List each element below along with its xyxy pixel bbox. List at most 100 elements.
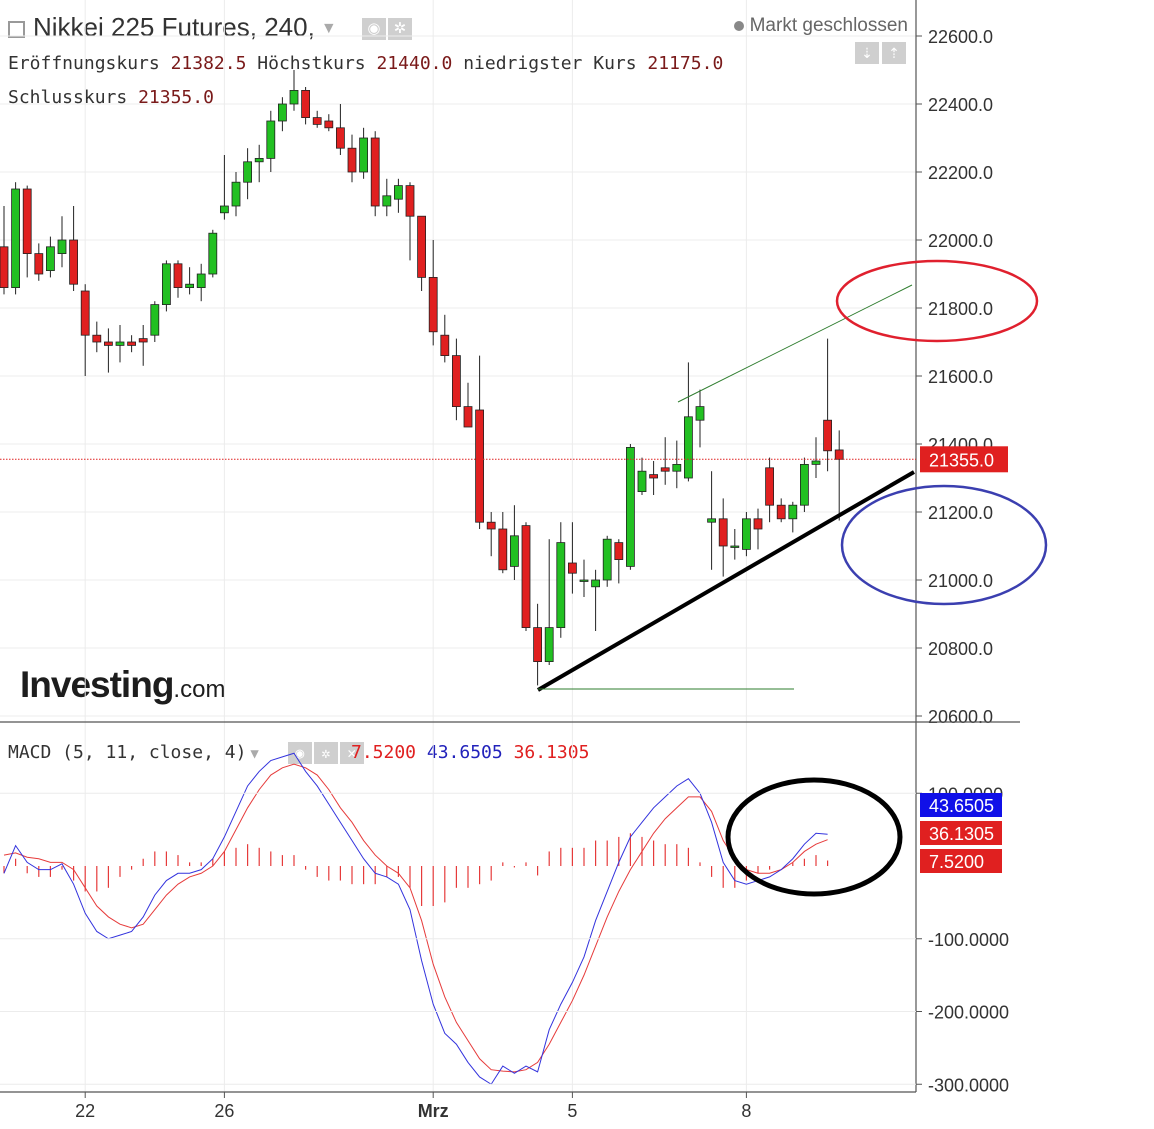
eye-icon[interactable]: ◉ [287,742,312,764]
candle-body [649,474,658,479]
checkbox-icon[interactable] [8,20,25,38]
support-trendline [536,470,916,692]
candle-body [289,90,299,105]
candle-body [0,246,9,289]
candle-body [788,504,798,520]
candle-body [370,137,380,207]
candle-body [69,239,78,285]
low-label: niedrigster Kurs [463,53,637,74]
candle-body [11,188,21,288]
time-axis: 22 26 Mrz 5 8 [75,1092,751,1121]
candle-body [834,449,844,460]
candle-body [92,334,102,343]
candle-body [22,188,32,254]
gear-icon[interactable]: ✲ [313,742,338,764]
candle-body [231,181,241,207]
candle-body [568,562,577,574]
candle-body [196,273,206,289]
arrow-up-icon[interactable]: ⇡ [882,42,906,64]
price-tick-label: 21800.0 [928,299,993,319]
close-row: Schlusskurs 21355.0 [8,87,214,108]
candle-body [208,232,218,275]
logo-suffix: .com [173,676,226,703]
macd-tick-label: -200.0000 [928,1003,1009,1023]
price-tick-label: 21200.0 [928,503,993,523]
candle-body [509,535,519,567]
resistance-trendline [677,284,913,403]
eye-icon[interactable]: ◉ [361,18,386,41]
last-price-box [920,446,1008,473]
candle-body [498,528,508,571]
open-label: Eröffnungskurs [8,53,160,74]
candle-body [80,290,90,336]
macd-values: 7.5200 43.6505 36.1305 [351,742,589,763]
candle-body [660,467,670,472]
candle-body [475,409,485,523]
candle-body [266,120,276,159]
candle-body [707,518,716,523]
price-tick-label: 22600.0 [928,27,993,47]
macd-title: MACD (5, 11, close, 4) [8,742,247,763]
candle-body [544,627,554,662]
candle-body [277,103,287,122]
chart-title-bar: Nikkei 225 Futures, 240, ▼ ◉ ✲ [8,12,412,43]
market-status-text: Markt geschlossen [749,15,908,36]
caret-down-icon[interactable]: ▼ [250,746,259,762]
candle-body [591,579,600,588]
candle-body [312,117,322,125]
macd-value-box-label: 43.6505 [929,796,994,816]
close-value: 21355.0 [138,87,214,108]
candle-body [684,416,693,479]
price-axis: 20600.0 20800.0 21000.0 21200.0 21400.0 21600… [0,0,1020,1093]
candle-body [811,460,821,465]
gear-icon[interactable]: ✲ [387,18,412,41]
hist-value-box-label: 7.5200 [929,852,984,872]
candle-body [57,239,67,255]
market-status: Markt geschlossen [733,15,908,37]
time-tick-label: 8 [741,1101,751,1121]
candles [0,70,844,686]
macd-hist-value: 7.5200 [351,742,417,763]
price-tick-label: 22400.0 [928,95,993,115]
candle-body [579,579,589,582]
macd-line [3,752,828,1085]
candle-body [150,304,160,336]
signal-line [3,763,828,1073]
arrow-down-icon[interactable]: ⇣ [855,42,879,64]
candle-body [428,276,438,333]
candle-body [161,263,171,305]
signal-value-box [920,821,1002,845]
signal-value-box-label: 36.1305 [929,824,994,844]
last-price-label: 21355.0 [929,450,994,470]
candle-body [138,338,148,343]
candle-body [521,525,531,628]
macd-panel: -300.0000 -200.0000 -100.0000 100.000043.65… [0,752,1009,1095]
candle-body [127,341,136,346]
price-tick-label: 22000.0 [928,231,993,251]
macd-tick-label: -100.0000 [928,930,1009,950]
hist-value-box [920,849,1002,873]
candle-body [533,627,542,662]
candle-body [104,341,113,346]
candle-body [556,542,566,628]
candle-body [765,467,774,506]
candle-body [742,518,751,550]
candle-body [173,263,183,288]
candle-body [800,463,809,506]
candle-body [602,538,612,581]
candle-body [393,185,403,200]
high-value: 21440.0 [376,53,453,74]
price-tick-label: 20600.0 [928,707,993,727]
candle-body [672,463,682,472]
red-ellipse [835,259,1039,343]
candle-body [347,147,357,173]
candle-body [451,355,461,408]
candle-body [335,127,345,149]
candle-body [243,161,253,183]
macd-signal-value: 36.1305 [513,742,590,763]
high-label: Höchstkurs [257,53,366,74]
candle-body [219,205,229,214]
candle-body [695,406,705,421]
candle-body [614,542,624,560]
caret-down-icon[interactable]: ▼ [320,20,337,38]
